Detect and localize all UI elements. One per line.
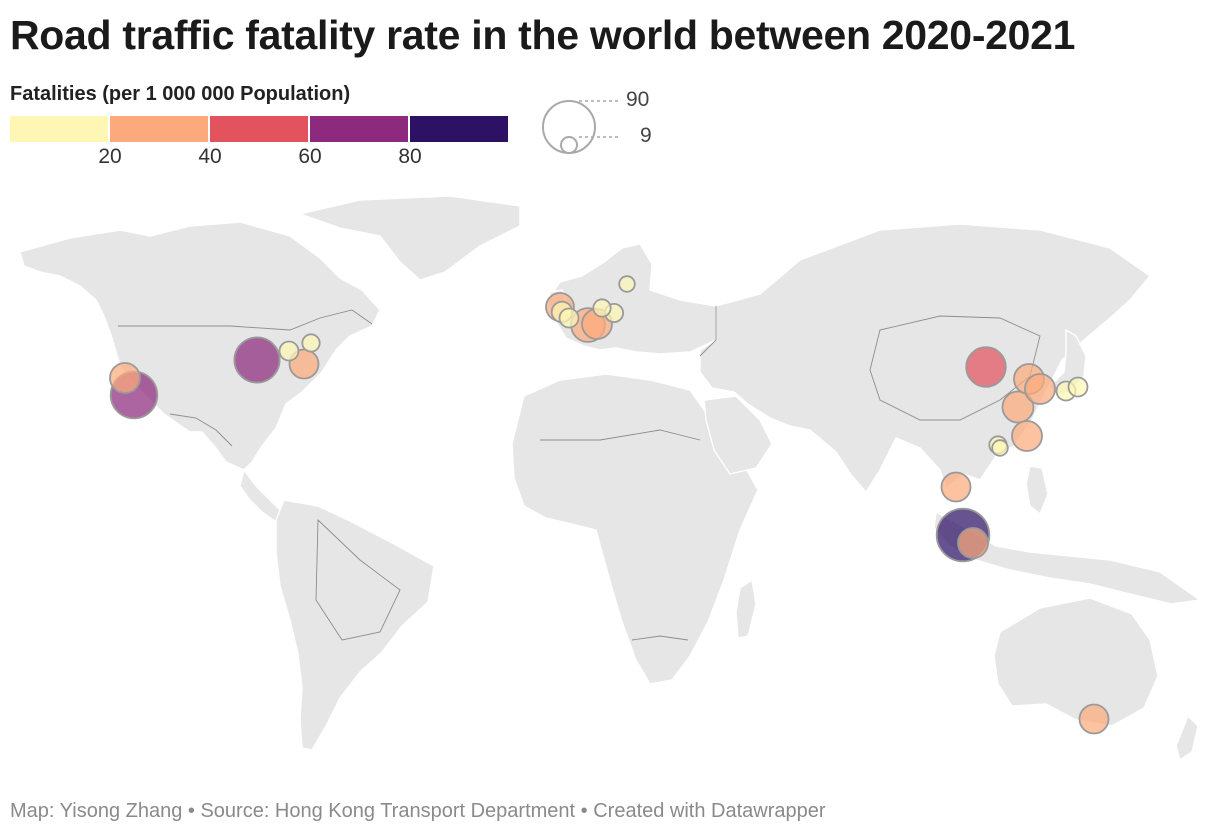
color-legend-bar: [10, 116, 508, 142]
color-bin-2: [110, 116, 208, 142]
color-legend-ticks: 20 40 60 80: [10, 145, 510, 171]
land-australia: [993, 597, 1159, 727]
tick-label: 40: [198, 145, 222, 168]
bubble-marker[interactable]: [109, 362, 141, 394]
bubble-marker[interactable]: [233, 336, 281, 384]
tick-label: 60: [298, 145, 322, 168]
land-new-zealand: [1175, 714, 1199, 762]
footer-credits: Map: Yisong Zhang • Source: Hong Kong Tr…: [10, 800, 826, 822]
land-south-america: [275, 499, 435, 751]
bubble-marker[interactable]: [1067, 376, 1089, 398]
color-bin-1: [10, 116, 108, 142]
land-europe: [547, 243, 717, 355]
bubble-marker[interactable]: [558, 307, 580, 329]
border-us-mexico: [169, 413, 233, 447]
tick-label: 80: [398, 145, 422, 168]
bubble-marker[interactable]: [1001, 390, 1035, 424]
size-legend-circles: [542, 100, 618, 154]
color-bin-4: [310, 116, 408, 142]
border-sahara: [540, 429, 701, 441]
bubble-marker[interactable]: [940, 471, 972, 503]
tick-label: 20: [98, 145, 122, 168]
border-europe-asia: [699, 306, 717, 357]
bubble-marker[interactable]: [991, 439, 1009, 457]
border-canada-us: [118, 309, 373, 331]
land-greenland: [297, 195, 521, 281]
bubble-marker[interactable]: [1024, 373, 1056, 405]
bubble-marker[interactable]: [965, 346, 1007, 388]
world-map: [19, 195, 1202, 762]
border-brazil: [315, 518, 401, 641]
bubble-marker[interactable]: [957, 527, 989, 559]
data-bubbles: [109, 275, 1110, 735]
bubble-marker[interactable]: [618, 275, 636, 293]
border-south-africa: [631, 635, 689, 641]
borders: [118, 306, 1041, 641]
color-bin-3: [210, 116, 308, 142]
chart-title: Road traffic fatality rate in the world …: [10, 12, 1076, 58]
bubble-marker[interactable]: [592, 298, 612, 318]
land-north-america: [19, 221, 381, 471]
border-china: [869, 315, 1041, 421]
land-philippines: [1025, 465, 1049, 516]
bubble-marker[interactable]: [1011, 420, 1043, 452]
land-arabia: [703, 395, 773, 475]
color-legend-title: Fatalities (per 1 000 000 Population): [10, 83, 351, 105]
size-legend: 90 9: [538, 88, 678, 158]
bubble-marker[interactable]: [278, 340, 300, 362]
bubble-marker[interactable]: [1078, 703, 1110, 735]
bubble-marker[interactable]: [301, 333, 321, 353]
size-legend-min-label: 9: [640, 124, 652, 147]
landmasses: [19, 195, 1202, 762]
land-africa: [511, 373, 759, 685]
color-bin-5: [410, 116, 508, 142]
size-legend-max-label: 90: [626, 88, 650, 111]
land-madagascar: [735, 578, 757, 639]
